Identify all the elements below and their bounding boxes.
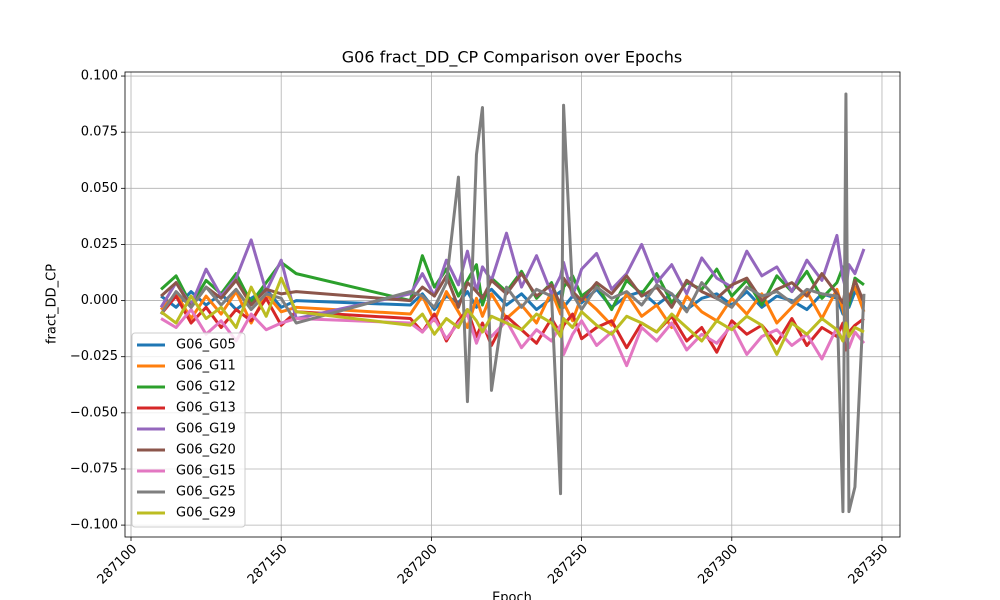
legend-label: G06_G15 (176, 464, 236, 479)
x-axis-label: Epoch (492, 591, 532, 600)
legend-label: G06_G12 (176, 380, 236, 395)
legend-label: G06_G25 (176, 485, 236, 500)
series-line (159, 92, 866, 514)
legend-label: G06_G11 (176, 359, 236, 374)
y-tick-label: −0.050 (70, 405, 118, 420)
y-tick-label: 0.075 (81, 125, 118, 140)
y-tick-label: −0.025 (70, 349, 118, 364)
legend: G06_G05 G06_G11 G06_G12 G06_G13 G06_G19 G06_G… (131, 332, 246, 528)
plot-frame (124, 71, 901, 538)
legend-label: G06_G05 (176, 338, 236, 353)
series-line (160, 276, 865, 356)
series-line (159, 285, 866, 330)
legend-label: G06_G19 (176, 422, 236, 437)
y-tick-label: −0.075 (70, 461, 118, 476)
y-tick-label: 0.050 (81, 181, 118, 196)
legend-box (131, 332, 246, 528)
y-tick-label: −0.100 (70, 518, 118, 533)
y-axis-label: fract_DD_CP (45, 264, 60, 344)
legend-label: G06_G20 (176, 443, 236, 458)
y-tick-label: 0.100 (81, 69, 118, 84)
legend-label: G06_G13 (176, 401, 236, 416)
y-tick-label: 0.000 (81, 293, 118, 308)
series-line (160, 308, 866, 368)
y-tick-label: 0.025 (81, 237, 118, 252)
chart-title: G06 fract_DD_CP Comparison over Epochs (342, 48, 682, 68)
legend-label: G06_G29 (176, 506, 236, 521)
